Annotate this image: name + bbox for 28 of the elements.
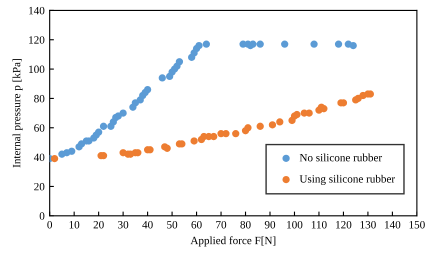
y-tick-label: 80 <box>34 94 44 102</box>
legend-label: No silicone rubber <box>300 154 382 162</box>
y-axis-title: Internal pressure p [kPa] <box>12 59 23 168</box>
x-tick-label: 120 <box>336 220 352 228</box>
x-tick-label: 30 <box>118 220 128 228</box>
x-tick-label: 10 <box>70 220 80 228</box>
x-tick-label: 150 <box>410 220 425 228</box>
x-axis-title: Applied force F[N] <box>190 236 276 246</box>
x-tick-label: 60 <box>191 220 202 228</box>
x-tick-label: 90 <box>264 220 276 228</box>
x-tick-label: 20 <box>94 220 104 228</box>
y-tick-label: 120 <box>29 36 44 44</box>
x-tick-label: 70 <box>216 220 226 228</box>
x-tick-label: 40 <box>142 220 153 228</box>
x-tick-label: 0 <box>47 220 52 228</box>
x-tick-label: 130 <box>360 220 376 228</box>
y-tick-label: 0 <box>40 212 44 220</box>
y-tick-label: 140 <box>29 6 44 14</box>
x-tick-label: 110 <box>312 220 327 228</box>
y-tick-label: 100 <box>29 66 44 74</box>
y-tick-label: 40 <box>34 154 44 162</box>
x-tick-label: 100 <box>287 220 302 228</box>
y-tick-label: 60 <box>34 124 44 132</box>
x-tick-label: 50 <box>167 220 178 228</box>
y-tick-label: 20 <box>34 182 44 190</box>
legend-label: Using silicone rubber <box>300 174 395 185</box>
x-tick-label: 140 <box>385 220 400 228</box>
x-tick-label: 80 <box>240 220 251 228</box>
